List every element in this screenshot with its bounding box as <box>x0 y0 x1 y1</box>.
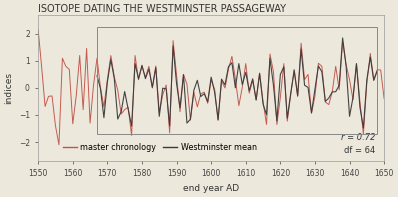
X-axis label: end year AD: end year AD <box>183 184 239 193</box>
Text: df = 64: df = 64 <box>344 146 375 155</box>
Y-axis label: indices: indices <box>4 72 13 104</box>
Bar <box>97 27 377 134</box>
Legend: master chronology, Westminster mean: master chronology, Westminster mean <box>60 140 260 155</box>
Text: r = 0.72: r = 0.72 <box>341 133 375 142</box>
Text: ISOTOPE DATING THE WESTMINSTER PASSAGEWAY: ISOTOPE DATING THE WESTMINSTER PASSAGEWA… <box>38 4 286 14</box>
